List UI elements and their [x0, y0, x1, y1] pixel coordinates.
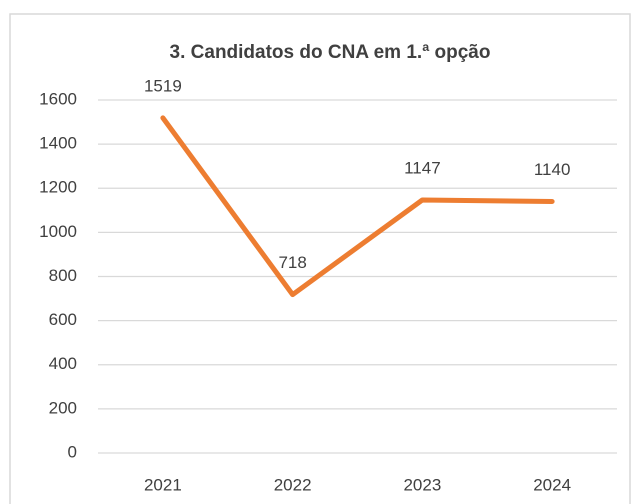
data-label: 718	[278, 253, 306, 272]
data-line	[160, 115, 555, 298]
y-tick-label: 1400	[39, 134, 77, 153]
x-tick-label: 2024	[533, 475, 571, 494]
y-tick-label: 1200	[39, 178, 77, 197]
x-tick-label: 2023	[403, 475, 441, 494]
chart-frame	[9, 13, 631, 504]
y-tick-label: 1000	[39, 222, 77, 241]
y-tick-label: 400	[49, 354, 77, 373]
y-tick-label: 1600	[39, 89, 77, 108]
y-tick-label: 600	[49, 310, 77, 329]
data-label: 1140	[534, 160, 571, 179]
y-tick-label: 200	[49, 398, 77, 417]
y-tick-label: 800	[49, 266, 77, 285]
x-tick-label: 2021	[144, 475, 182, 494]
x-tick-label: 2022	[274, 475, 312, 494]
y-tick-label: 0	[68, 442, 77, 461]
data-label: 1519	[144, 76, 182, 95]
chart-title: 3. Candidatos do CNA em 1.ª opção	[170, 42, 491, 63]
data-label: 1147	[404, 158, 441, 177]
